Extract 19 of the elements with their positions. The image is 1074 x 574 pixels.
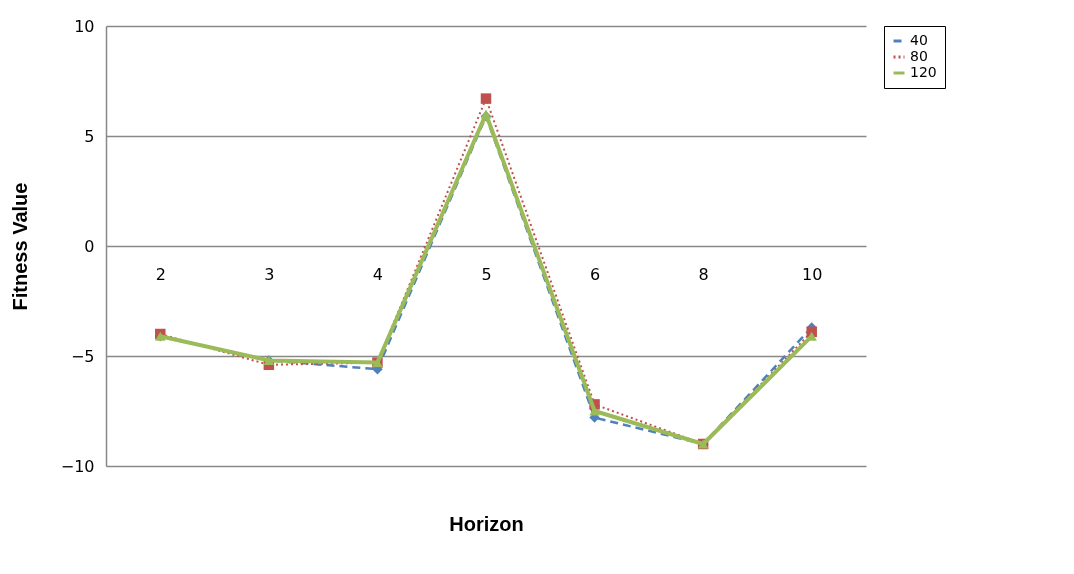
point [589,406,600,416]
point [480,93,492,104]
y-tick-label: 0 [84,236,95,256]
x-tick-label: 8 [698,264,709,284]
x-tick-label: 4 [372,264,384,284]
y-tick-label: −5 [70,346,95,366]
legend-label: 80 [910,48,928,64]
x-tick-label: 5 [481,264,492,284]
x-tick-label: 3 [264,264,275,284]
x-tick-label: 6 [589,264,601,284]
x-tick-label: 10 [802,264,823,284]
legend-label: 40 [910,32,928,48]
x-tick-label: 2 [155,264,166,284]
x-axis-title: Horizon [449,512,524,535]
legend-label: 120 [910,64,937,80]
y-tick-label: 10 [74,16,95,36]
y-tick-label: −10 [60,456,95,476]
y-tick-label: 5 [84,126,95,146]
y-axis-title: Fitness Value [8,182,31,311]
